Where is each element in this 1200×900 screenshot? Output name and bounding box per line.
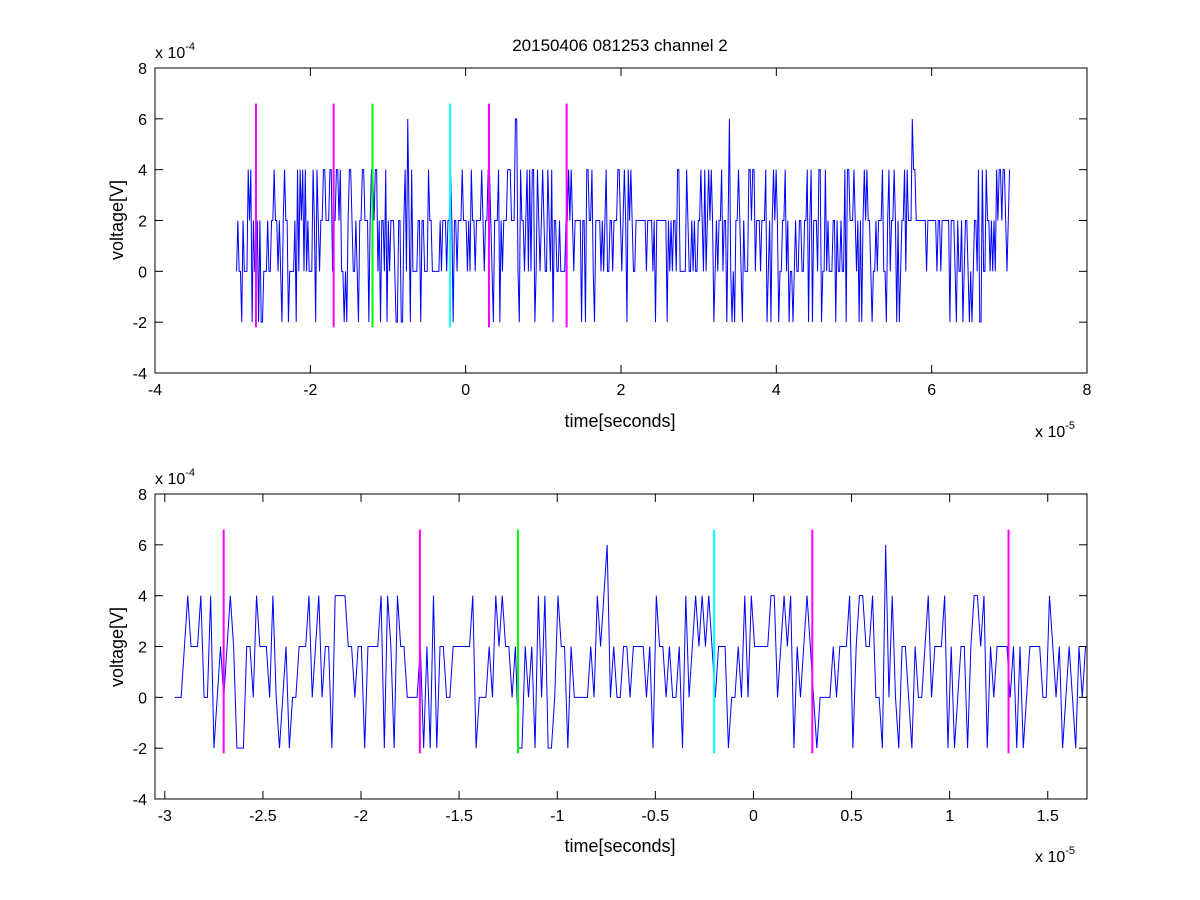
chart-title: 20150406 081253 channel 2 [512,36,728,55]
top-plot-x-exponent: x 10-5 [1035,420,1075,441]
top-plot-y-tick-label: 4 [138,163,147,180]
bottom-plot-x-tick-label: -1 [550,808,564,825]
bottom-plot-x-tick-label: -2.5 [249,808,277,825]
bottom-plot-y-exponent-power: -4 [185,467,195,479]
bottom-plot-signal-trace [174,544,1087,749]
top-plot-ticks-group: -4 -2 0 2 4 6 8 -4 -2 0 2 4 6 8 [133,61,1092,399]
top-plot-y-label: voltage[V] [107,180,127,260]
top-plot-x-tick-label: -4 [148,382,162,399]
top-plot-x-tick-label: 4 [772,382,781,399]
top-plot-y-tick-label: -2 [133,315,147,332]
bottom-plot-y-tick-label: 0 [138,690,147,707]
top-plot-y-tick-label: 8 [138,61,147,78]
bottom-plot-x-tick-label: -1.5 [445,808,473,825]
top-plot-x-tick-label: -2 [303,382,317,399]
top-plot-y-exponent-base: x 10 [155,45,185,62]
top-plot-y-tick-label: 2 [138,214,147,231]
bottom-plot-x-tick-label: 0.5 [840,808,862,825]
bottom-plot-x-exponent-power: -5 [1065,845,1075,857]
bottom-plot-signal-group [174,544,1087,749]
bottom-plot-x-label: time[seconds] [564,836,675,856]
top-plot-y-tick-label: -4 [133,366,147,383]
top-plot-x-tick-label: 8 [1083,382,1092,399]
bottom-plot-x-tick-label: -3 [158,808,172,825]
bottom-plot-x-tick-label: 1 [945,808,954,825]
bottom-plot-y-tick-label: -4 [133,792,147,809]
bottom-plot-x-tick-label: -2 [354,808,368,825]
bottom-plot-x-tick-label: 1.5 [1037,808,1059,825]
bottom-plot-y-label: voltage[V] [107,607,127,687]
top-plot-y-exponent: x 10-4 [155,41,195,62]
top-plot-x-exponent-base: x 10 [1035,424,1065,441]
bottom-plot-x-tick-label: 0 [749,808,758,825]
bottom-plot-panel: -3 -2.5 -2 -1.5 -1 -0.5 0 0.5 1 1.5 -4 -2 0 2 4 6 8 time… [107,467,1088,866]
top-plot-x-exponent-power: -5 [1065,420,1075,432]
bottom-plot-y-exponent: x 10-4 [155,467,195,488]
bottom-plot-ticks-group: -3 -2.5 -2 -1.5 -1 -0.5 0 0.5 1 1.5 -4 -2 0 2 4 6 8 [133,487,1087,825]
bottom-plot-y-tick-label: -2 [133,741,147,758]
top-plot-x-tick-label: 0 [461,382,470,399]
top-plot-panel: -4 -2 0 2 4 6 8 -4 -2 0 2 4 6 8 time[seconds] voltage… [107,41,1092,441]
top-plot-y-tick-label: 6 [138,112,147,129]
bottom-plot-x-exponent-base: x 10 [1035,849,1065,866]
bottom-plot-y-tick-label: 6 [138,538,147,555]
bottom-plot-x-tick-label: -0.5 [642,808,670,825]
top-plot-markers-group [254,103,568,328]
top-plot-x-tick-label: 6 [927,382,936,399]
top-plot-y-exponent-power: -4 [185,41,195,53]
bottom-plot-y-tick-label: 2 [138,640,147,657]
top-plot-signal-group [236,118,1011,323]
bottom-plot-y-exponent-base: x 10 [155,471,185,488]
bottom-plot-markers-group [222,529,1010,754]
top-plot-x-label: time[seconds] [564,411,675,431]
top-plot-signal-trace [236,118,1011,323]
top-plot-y-tick-label: 0 [138,264,147,281]
bottom-plot-y-tick-label: 4 [138,589,147,606]
bottom-plot-x-exponent: x 10-5 [1035,845,1075,866]
bottom-plot-y-tick-label: 8 [138,487,147,504]
top-plot-x-tick-label: 2 [617,382,626,399]
